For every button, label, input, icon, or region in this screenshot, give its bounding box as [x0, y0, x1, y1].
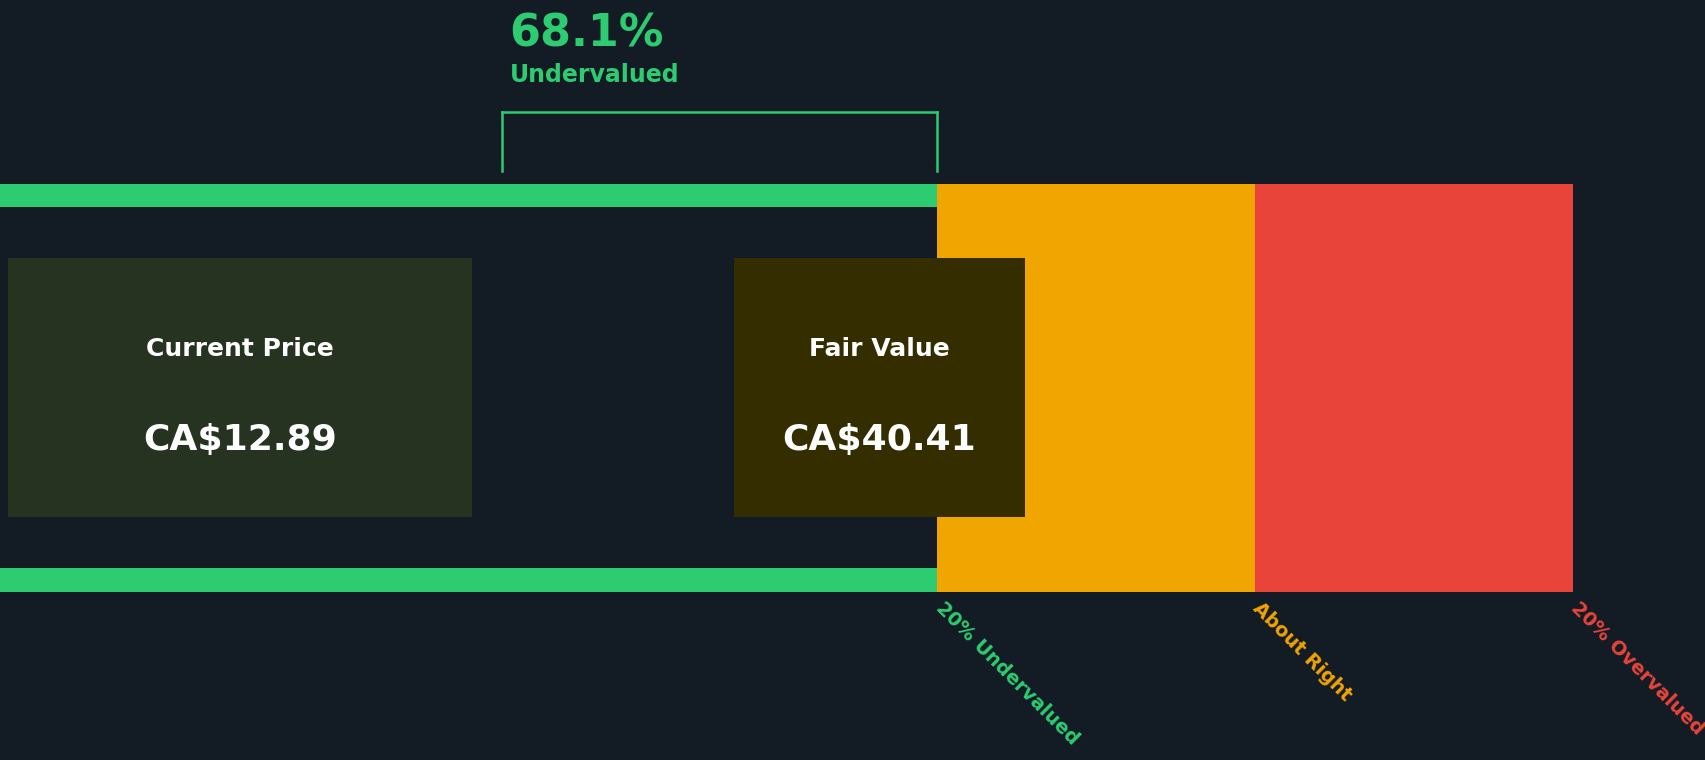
Text: Current Price: Current Price [147, 337, 334, 361]
Text: 20% Undervalued: 20% Undervalued [931, 598, 1081, 749]
Bar [733, 258, 1025, 518]
Bar [0, 184, 936, 591]
Text: CA$12.89: CA$12.89 [143, 423, 336, 457]
Text: 68.1%: 68.1% [510, 12, 663, 55]
Bar [0, 184, 936, 207]
Text: CA$40.41: CA$40.41 [783, 423, 975, 457]
Text: Undervalued: Undervalued [510, 63, 679, 87]
Bar [0, 207, 936, 568]
Bar [9, 258, 472, 518]
Text: 20% Overvalued: 20% Overvalued [1567, 598, 1705, 739]
Bar [936, 184, 1255, 591]
Text: Fair Value: Fair Value [808, 337, 950, 361]
Bar [0, 568, 936, 591]
Bar [1255, 184, 1572, 591]
Text: About Right: About Right [1248, 598, 1355, 705]
